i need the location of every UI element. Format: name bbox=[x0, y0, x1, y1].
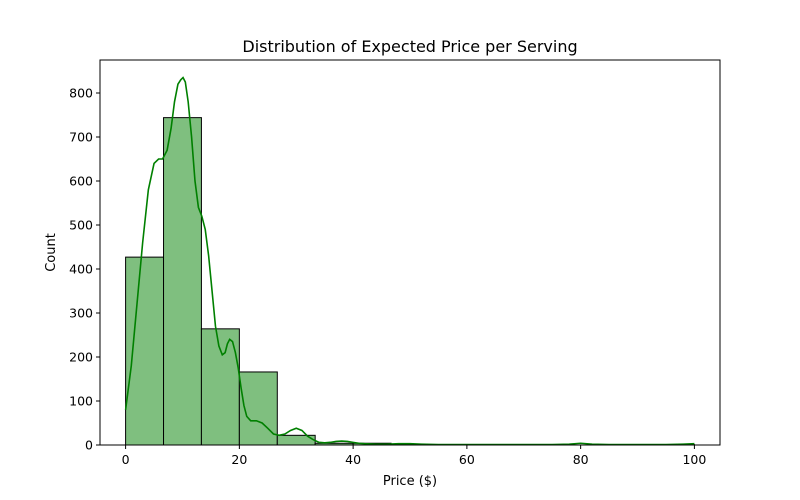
y-tick-label: 200 bbox=[69, 350, 93, 365]
x-tick-label: 60 bbox=[459, 452, 475, 467]
y-tick-label: 700 bbox=[69, 130, 93, 145]
x-tick-label: 20 bbox=[231, 452, 247, 467]
x-axis: 0 20 40 60 80 100 bbox=[122, 445, 706, 467]
x-tick-label: 40 bbox=[345, 452, 361, 467]
plot-frame bbox=[99, 59, 721, 446]
kde-line bbox=[124, 76, 695, 446]
x-tick-label: 80 bbox=[573, 452, 589, 467]
y-tick-label: 600 bbox=[69, 174, 93, 189]
y-tick-label: 0 bbox=[85, 438, 93, 453]
y-tick-label: 500 bbox=[69, 218, 93, 233]
x-tick-label: 0 bbox=[122, 452, 130, 467]
histogram-bar bbox=[238, 371, 278, 446]
chart-title: Distribution of Expected Price per Servi… bbox=[242, 37, 577, 56]
x-axis-label: Price ($) bbox=[383, 474, 437, 489]
y-axis-label: Count bbox=[44, 233, 59, 272]
histogram-bar bbox=[125, 256, 165, 446]
x-tick-label: 100 bbox=[682, 452, 706, 467]
y-tick-label: 100 bbox=[69, 394, 93, 409]
y-tick-label: 800 bbox=[69, 86, 93, 101]
bars-group bbox=[125, 117, 695, 446]
y-tick-label: 400 bbox=[69, 262, 93, 277]
y-tick-label: 300 bbox=[69, 306, 93, 321]
histogram-bar bbox=[163, 117, 202, 446]
y-axis: 0 100 200 300 400 500 600 700 800 bbox=[69, 86, 100, 453]
